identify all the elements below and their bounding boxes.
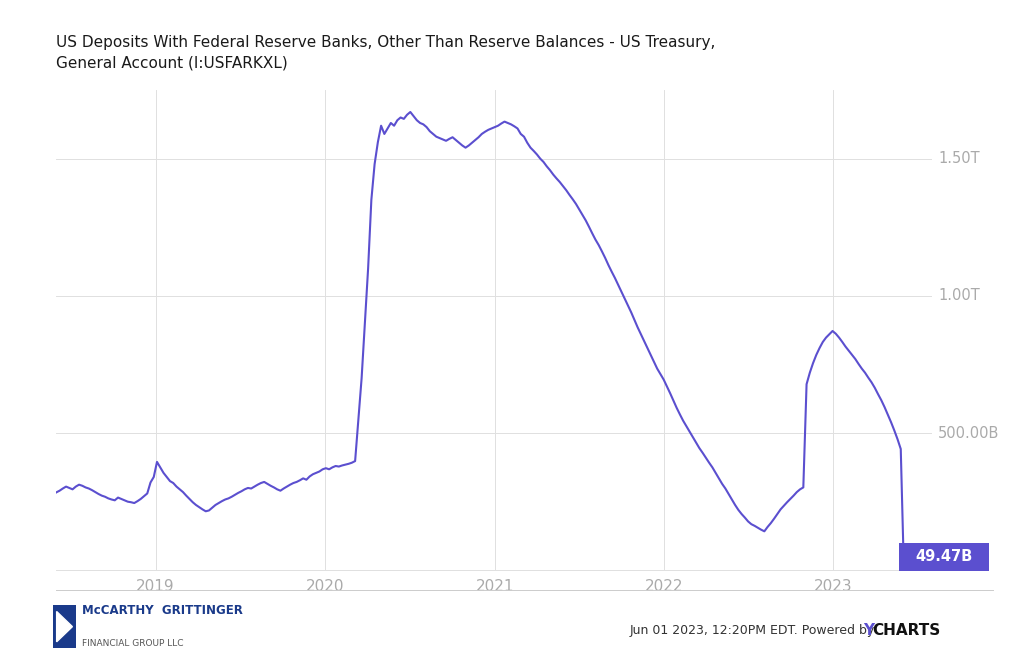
Text: CHARTS: CHARTS (872, 623, 941, 638)
Text: FINANCIAL GROUP LLC: FINANCIAL GROUP LLC (82, 640, 183, 648)
Text: 1.50T: 1.50T (938, 151, 980, 166)
Text: McCARTHY  GRITTINGER: McCARTHY GRITTINGER (82, 604, 243, 617)
Text: Y: Y (863, 623, 874, 638)
Text: Jun 01 2023, 12:20PM EDT. Powered by: Jun 01 2023, 12:20PM EDT. Powered by (630, 624, 879, 637)
Polygon shape (56, 612, 73, 642)
Text: US Deposits With Federal Reserve Banks, Other Than Reserve Balances - US Treasur: US Deposits With Federal Reserve Banks, … (56, 35, 716, 70)
Text: 1.00T: 1.00T (938, 288, 980, 303)
Text: 500.00B: 500.00B (938, 426, 999, 441)
Text: 49.47B: 49.47B (915, 549, 973, 564)
